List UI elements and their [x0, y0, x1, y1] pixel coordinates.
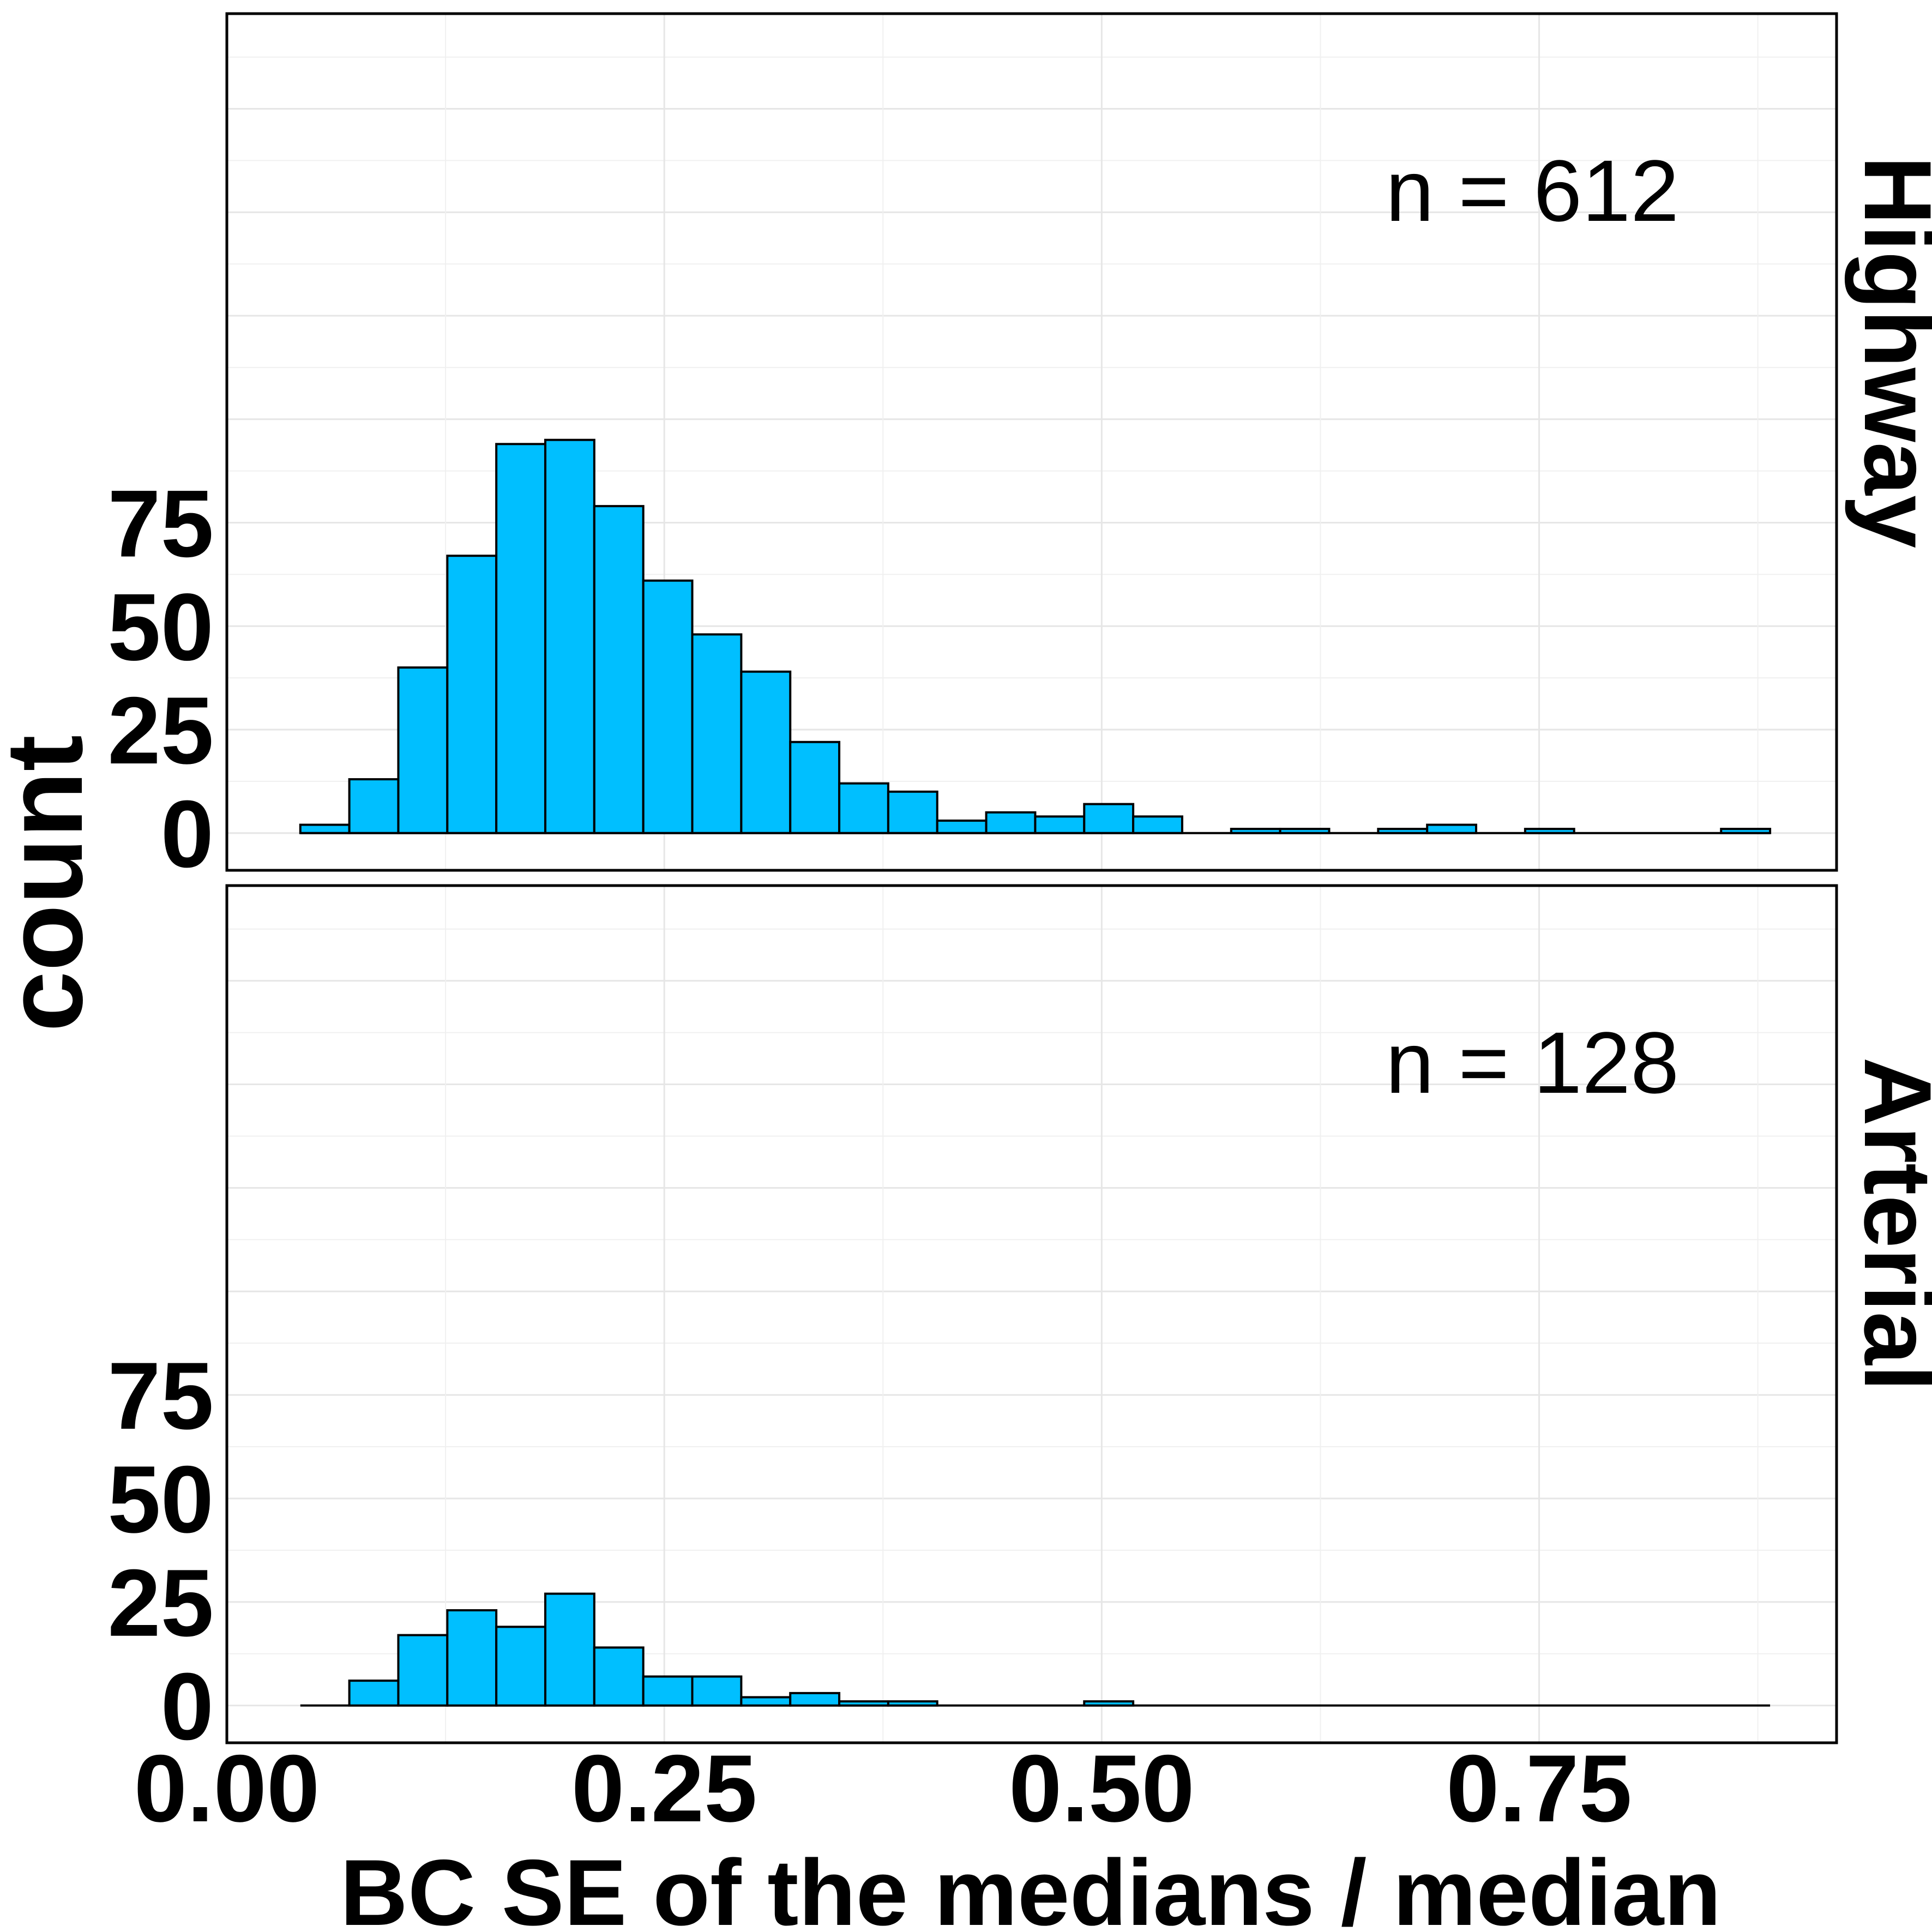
y-tick-label: 0	[161, 1654, 214, 1760]
y-axis-title: count	[0, 735, 105, 1032]
y-tick-label: 25	[107, 678, 214, 784]
histogram-bar	[1034, 815, 1086, 834]
y-tick-label: 50	[107, 1447, 214, 1553]
y-tick-label: 75	[107, 1343, 214, 1449]
histogram-bar	[593, 1646, 645, 1707]
histogram-bar	[838, 782, 889, 834]
histogram-bar	[446, 1609, 498, 1707]
histogram-bar	[789, 741, 841, 834]
histogram-bar	[887, 790, 938, 834]
histogram-bar	[348, 1680, 400, 1707]
histogram-bar	[1083, 803, 1135, 834]
histogram-bar	[397, 1634, 449, 1707]
histogram-bar	[1426, 823, 1478, 834]
histogram-bars	[299, 438, 1772, 834]
histogram-bar	[544, 438, 595, 834]
histogram-bar	[495, 443, 546, 834]
histogram-bar	[1524, 828, 1575, 834]
panel-border	[225, 884, 1838, 1744]
histogram-bars	[300, 1592, 1771, 1707]
histogram-bar	[1132, 815, 1183, 834]
histogram-bar	[1377, 828, 1429, 834]
sample-size-annotation: n = 612	[1386, 142, 1679, 239]
histogram-bar	[838, 1700, 889, 1707]
x-tick-label: 0.00	[134, 1736, 320, 1842]
histogram-bar	[397, 666, 449, 834]
histogram-bar	[1083, 1700, 1135, 1707]
histogram-bar	[1230, 828, 1281, 834]
histogram-bar	[642, 579, 694, 834]
x-tick-label: 0.25	[571, 1736, 757, 1842]
histogram-bar	[642, 1675, 694, 1707]
facet-label-highway: Highway	[1844, 156, 1932, 549]
sample-size-annotation: n = 128	[1386, 1014, 1679, 1111]
histogram-bar	[1720, 828, 1772, 834]
histogram-bar	[544, 1592, 595, 1707]
facet-label-arterial: Arterial	[1844, 1057, 1932, 1392]
histogram-bar	[887, 1700, 938, 1707]
x-tick-label: 0.75	[1446, 1736, 1632, 1842]
histogram-bar	[691, 1675, 743, 1707]
histogram-bar	[495, 1626, 546, 1707]
histogram-bar	[789, 1692, 841, 1707]
histogram-bar	[1279, 828, 1331, 834]
histogram-bar	[593, 505, 645, 834]
x-tick-label: 0.50	[1009, 1736, 1195, 1842]
histogram-bar	[936, 819, 988, 834]
histogram-bar	[348, 778, 400, 834]
y-tick-label: 50	[107, 574, 214, 681]
histogram-bar	[740, 670, 792, 834]
y-tick-label: 0	[161, 781, 214, 888]
histogram-bar	[299, 823, 351, 834]
histogram-bar	[446, 555, 498, 834]
histogram-bar	[740, 1696, 792, 1707]
y-tick-label: 75	[107, 471, 214, 577]
y-tick-label: 25	[107, 1550, 214, 1657]
histogram-bar	[985, 811, 1037, 834]
histogram-bar	[691, 633, 743, 834]
x-axis-ticks: 0.00 0.25 0.50 0.75	[134, 1736, 1632, 1842]
panel-background	[227, 886, 1837, 1743]
x-axis-title: BC SE of the medians / median	[340, 1840, 1722, 1932]
panel-border	[225, 12, 1838, 872]
